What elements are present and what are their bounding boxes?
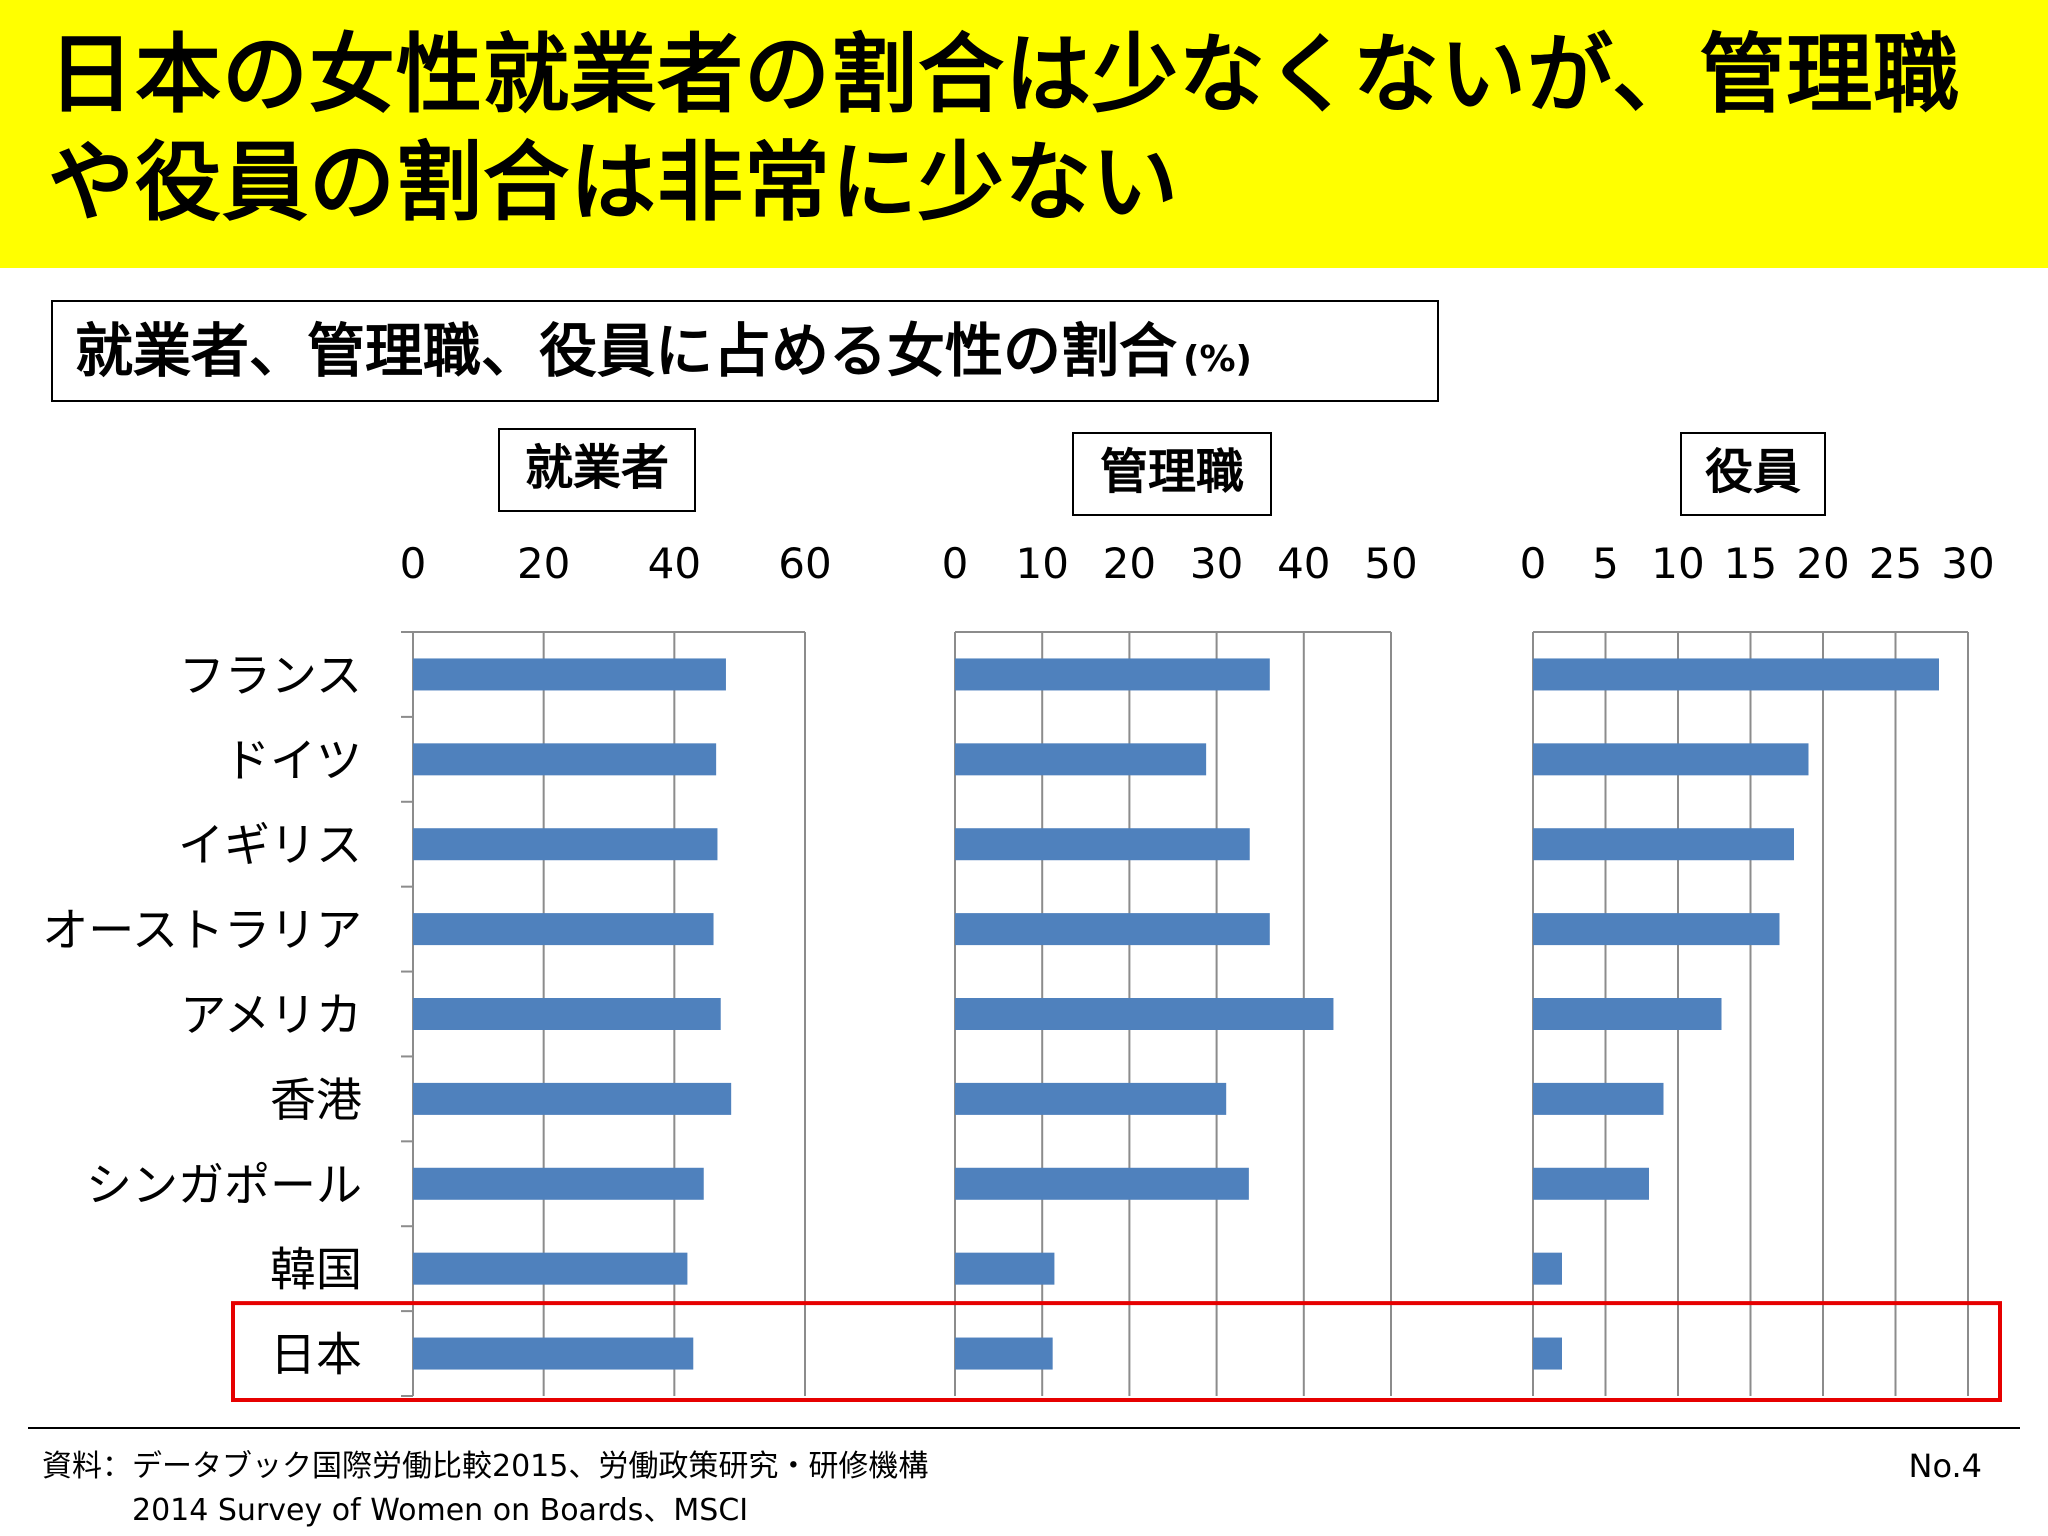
x-tick-label: 10: [1651, 539, 1704, 588]
bar: [955, 1252, 1055, 1285]
bar: [955, 913, 1270, 946]
chart-title-unit: (%): [1183, 339, 1252, 380]
category-label: ドイツ: [224, 733, 362, 787]
x-tick-label: 60: [778, 539, 831, 588]
category-label: 韓国: [270, 1243, 362, 1297]
page-title-line-2: や役員の割合は非常に少ない: [48, 133, 1179, 233]
bar: [413, 998, 721, 1030]
bar: [1533, 658, 1939, 691]
bar: [1533, 1082, 1664, 1115]
x-tick-label: 40: [648, 539, 701, 588]
category-label: イギリス: [178, 818, 362, 872]
bar: [955, 1082, 1227, 1115]
chart-title-box: 就業者、管理職、役員に占める女性の割合 (%): [51, 300, 1439, 402]
category-label: フランス: [179, 648, 362, 702]
x-tick-label: 20: [517, 539, 570, 588]
x-tick-label: 0: [1520, 539, 1547, 588]
bar: [1533, 998, 1722, 1030]
category-label: 香港: [270, 1073, 362, 1127]
source-line-2: 2014 Survey of Women on Boards、MSCI: [132, 1493, 749, 1528]
category-label: オーストラリア: [42, 903, 362, 957]
x-tick-label: 15: [1724, 539, 1777, 588]
bar: [1533, 913, 1780, 946]
bar: [955, 828, 1250, 861]
x-tick-label: 25: [1869, 539, 1922, 588]
bar: [955, 998, 1334, 1030]
bar: [413, 1167, 704, 1200]
page-number: No.4: [1908, 1447, 1982, 1485]
bar: [955, 658, 1270, 691]
bar: [955, 743, 1207, 776]
bar: [1533, 1337, 1562, 1370]
x-tick-label: 30: [1190, 539, 1243, 588]
footer-divider: [28, 1427, 2020, 1429]
bar: [413, 913, 714, 946]
x-tick-label: 20: [1103, 539, 1156, 588]
category-label: 日本: [270, 1328, 362, 1382]
x-tick-label: 5: [1592, 539, 1619, 588]
panel-label-management: 管理職: [1072, 432, 1272, 516]
source-line-1: 資料：データブック国際労働比較2015、労働政策研究・研修機構: [42, 1449, 929, 1484]
x-tick-label: 50: [1364, 539, 1417, 588]
bar: [413, 1337, 694, 1370]
title-banner: 日本の女性就業者の割合は少なくないが、管理職 や役員の割合は非常に少ない: [0, 0, 2048, 268]
x-tick-label: 40: [1277, 539, 1330, 588]
x-tick-label: 10: [1015, 539, 1068, 588]
bar: [955, 1167, 1249, 1200]
bar: [1533, 743, 1809, 776]
category-label: シンガポール: [86, 1158, 362, 1212]
bar: [1533, 828, 1794, 861]
bar: [1533, 1252, 1562, 1285]
bar: [413, 658, 726, 691]
x-tick-label: 0: [942, 539, 969, 588]
page-title-line-1: 日本の女性就業者の割合は少なくないが、管理職: [48, 25, 1961, 125]
bar: [413, 1082, 732, 1115]
x-tick-label: 30: [1941, 539, 1994, 588]
x-tick-label: 0: [400, 539, 427, 588]
x-tick-label: 20: [1796, 539, 1849, 588]
panel-label-board: 役員: [1680, 432, 1826, 516]
category-label: アメリカ: [180, 988, 362, 1042]
bar: [413, 828, 718, 861]
bar: [1533, 1167, 1649, 1200]
bar: [955, 1337, 1053, 1370]
bar: [413, 743, 717, 776]
chart-title: 就業者、管理職、役員に占める女性の割合: [75, 317, 1178, 385]
panel-label-employment: 就業者: [498, 428, 696, 512]
chart-title-wrap: 就業者、管理職、役員に占める女性の割合 (%): [75, 322, 1252, 380]
bar: [413, 1252, 688, 1285]
highlight-box-japan: [231, 1301, 2002, 1402]
